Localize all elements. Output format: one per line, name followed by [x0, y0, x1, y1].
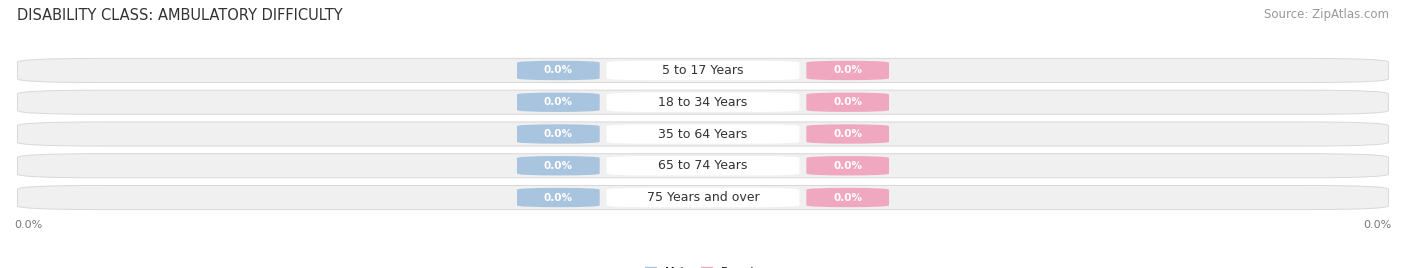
- FancyBboxPatch shape: [807, 188, 889, 207]
- FancyBboxPatch shape: [807, 156, 889, 176]
- FancyBboxPatch shape: [17, 154, 1389, 178]
- Text: 0.0%: 0.0%: [544, 97, 572, 107]
- FancyBboxPatch shape: [606, 188, 800, 207]
- Text: DISABILITY CLASS: AMBULATORY DIFFICULTY: DISABILITY CLASS: AMBULATORY DIFFICULTY: [17, 8, 343, 23]
- FancyBboxPatch shape: [606, 156, 800, 176]
- Text: 0.0%: 0.0%: [14, 220, 42, 230]
- Text: 0.0%: 0.0%: [834, 97, 862, 107]
- FancyBboxPatch shape: [606, 92, 800, 112]
- Legend: Male, Female: Male, Female: [643, 265, 763, 268]
- FancyBboxPatch shape: [517, 188, 599, 207]
- FancyBboxPatch shape: [517, 92, 599, 112]
- Text: 35 to 64 Years: 35 to 64 Years: [658, 128, 748, 140]
- FancyBboxPatch shape: [606, 124, 800, 144]
- FancyBboxPatch shape: [807, 124, 889, 144]
- FancyBboxPatch shape: [517, 61, 599, 80]
- FancyBboxPatch shape: [517, 124, 599, 144]
- Text: 0.0%: 0.0%: [544, 129, 572, 139]
- FancyBboxPatch shape: [17, 58, 1389, 83]
- Text: 0.0%: 0.0%: [544, 65, 572, 76]
- Text: 0.0%: 0.0%: [544, 192, 572, 203]
- FancyBboxPatch shape: [17, 122, 1389, 146]
- Text: Source: ZipAtlas.com: Source: ZipAtlas.com: [1264, 8, 1389, 21]
- FancyBboxPatch shape: [807, 92, 889, 112]
- Text: 0.0%: 0.0%: [834, 65, 862, 76]
- FancyBboxPatch shape: [17, 90, 1389, 114]
- Text: 0.0%: 0.0%: [544, 161, 572, 171]
- Text: 75 Years and over: 75 Years and over: [647, 191, 759, 204]
- Text: 0.0%: 0.0%: [1364, 220, 1392, 230]
- Text: 5 to 17 Years: 5 to 17 Years: [662, 64, 744, 77]
- Text: 0.0%: 0.0%: [834, 161, 862, 171]
- Text: 0.0%: 0.0%: [834, 192, 862, 203]
- Text: 65 to 74 Years: 65 to 74 Years: [658, 159, 748, 172]
- Text: 0.0%: 0.0%: [834, 129, 862, 139]
- FancyBboxPatch shape: [606, 61, 800, 80]
- Text: 18 to 34 Years: 18 to 34 Years: [658, 96, 748, 109]
- FancyBboxPatch shape: [807, 61, 889, 80]
- FancyBboxPatch shape: [17, 185, 1389, 210]
- FancyBboxPatch shape: [517, 156, 599, 176]
